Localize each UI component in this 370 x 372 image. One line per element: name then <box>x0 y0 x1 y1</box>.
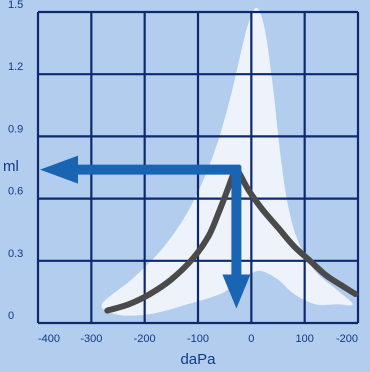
peak-readout-arrows <box>40 155 251 309</box>
x-tick-labels: -400 -300 -200 -100 0 100 -200 <box>38 333 358 345</box>
vertical-arrow-head <box>222 274 251 309</box>
x-tick-label: -100 <box>187 333 209 345</box>
x-axis-label: daPa <box>180 351 216 368</box>
x-tick-label: -200 <box>134 333 156 345</box>
y-tick-label: 0.3 <box>8 248 23 260</box>
x-tick-label: -400 <box>38 333 60 345</box>
y-tick-label: 0.9 <box>8 123 23 135</box>
x-tick-label: -300 <box>80 333 102 345</box>
y-tick-label: 1.5 <box>8 0 23 11</box>
x-tick-label: 100 <box>295 333 313 345</box>
y-axis-label: ml <box>3 158 19 175</box>
y-tick-label: 0.6 <box>8 186 23 198</box>
y-tick-label: 1.2 <box>8 61 23 73</box>
y-tick-labels: 0 0.3 0.6 0.9 1.2 1.5 <box>8 0 23 322</box>
y-tick-label: 0 <box>8 310 14 322</box>
x-tick-label: -200 <box>336 333 358 345</box>
x-tick-label: 0 <box>248 333 254 345</box>
horizontal-arrow-head <box>40 155 78 184</box>
